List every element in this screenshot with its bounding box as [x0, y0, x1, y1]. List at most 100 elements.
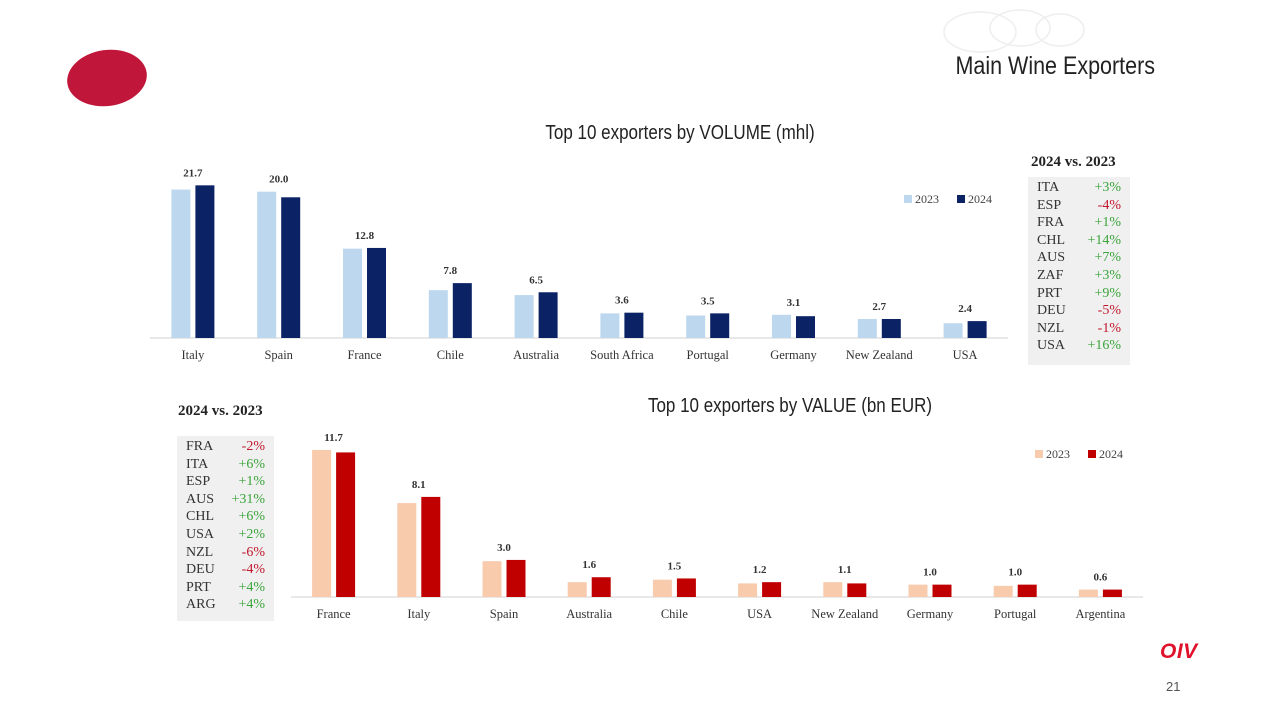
- volume-comparison-country-code: PRT: [1037, 285, 1062, 301]
- value-comparison-country-code: ITA: [186, 456, 209, 472]
- volume-comparison-country-code: ITA: [1037, 180, 1060, 195]
- bar-2023-south-africa: [600, 313, 620, 338]
- data-label: 3.6: [615, 295, 629, 307]
- value-comparison-change-value: +1%: [238, 474, 265, 490]
- bar-2024-germany: [796, 316, 815, 338]
- bar-2024-new-zealand: [881, 319, 901, 338]
- volume-comparison-row: DEU -5%: [1028, 302, 1130, 320]
- volume-comparison-change-value: +14%: [1087, 232, 1121, 248]
- category-label: USA: [953, 348, 978, 362]
- bar-2024-south-africa: [624, 312, 644, 338]
- data-label: 3.0: [497, 542, 511, 554]
- bar-2024-portugal: [1017, 584, 1037, 597]
- volume-comparison-country-code: ESP: [1037, 197, 1062, 213]
- legend-swatch-2024: [1088, 450, 1096, 458]
- value-comparison-country-code: ARG: [186, 597, 216, 613]
- bar-2024-argentina: [1102, 589, 1122, 597]
- oiv-logo-shape: [63, 44, 151, 112]
- category-label: Argentina: [1076, 607, 1126, 621]
- bar-2024-spain: [506, 559, 526, 597]
- bar-2023-australia: [514, 295, 534, 338]
- volume-comparison-row: NZL -1%: [1028, 320, 1130, 338]
- value-comparison-change-value: -4%: [241, 562, 265, 578]
- value-comparison-change-value: +6%: [238, 509, 265, 525]
- data-label: 6.5: [529, 274, 543, 286]
- volume-comparison-country-code: ZAF: [1037, 267, 1064, 283]
- value-comparison-row: USA +2%: [177, 526, 274, 544]
- bar-2023-spain: [257, 191, 277, 338]
- bar-2023-italy: [171, 189, 191, 338]
- bar-2024-portugal: [710, 313, 730, 338]
- value-comparison-change-value: +2%: [238, 526, 265, 542]
- volume-comparison-country-code: AUS: [1037, 250, 1066, 266]
- bar-2023-italy: [397, 503, 417, 597]
- category-label: Chile: [661, 607, 689, 621]
- bar-2023-france: [312, 449, 332, 597]
- data-label: 3.1: [787, 297, 801, 309]
- value-comparison-change-value: +6%: [238, 456, 265, 472]
- volume-comparison-country-code: USA: [1037, 338, 1066, 354]
- bar-2023-germany: [772, 314, 791, 338]
- bar-2024-usa: [967, 321, 987, 338]
- bar-2024-france: [336, 452, 356, 597]
- value-comparison-country-code: USA: [186, 526, 215, 542]
- value-chart-title: Top 10 exporters by VALUE (bn EUR): [647, 395, 933, 417]
- volume-comparison-country-code: FRA: [1037, 215, 1065, 231]
- category-label: Italy: [181, 348, 205, 362]
- data-label: 12.8: [355, 230, 375, 242]
- bar-2024-chile: [676, 578, 696, 597]
- category-label: France: [347, 348, 381, 362]
- bar-2023-germany: [908, 584, 928, 597]
- volume-comparison-country-code: DEU: [1037, 303, 1066, 319]
- bar-2024-germany: [932, 584, 952, 597]
- value-comparison-row: AUS +31%: [177, 491, 274, 509]
- value-comparison-row: ESP +1%: [177, 473, 274, 491]
- data-label: 21.7: [183, 167, 203, 179]
- category-label: Germany: [770, 348, 817, 362]
- bar-2023-portugal: [993, 585, 1013, 597]
- bar-2024-australia: [591, 577, 611, 597]
- oiv-logo-text: OIV: [1160, 640, 1198, 663]
- value-comparison-row: DEU -4%: [177, 561, 274, 579]
- data-label: 8.1: [412, 479, 426, 491]
- category-label: Spain: [264, 348, 293, 362]
- data-label: 1.0: [1008, 567, 1022, 579]
- bar-2023-france: [343, 248, 362, 338]
- category-label: Germany: [907, 607, 954, 621]
- volume-chart-title: Top 10 exporters by VOLUME (mhl): [545, 122, 815, 144]
- value-comparison-country-code: ESP: [186, 474, 211, 490]
- value-comparison-country-code: AUS: [186, 491, 215, 507]
- value-comparison-country-code: PRT: [186, 579, 211, 595]
- legend-label-2024: 2024: [1099, 447, 1123, 461]
- value-comparison-change-value: +4%: [238, 579, 265, 595]
- data-label: 1.1: [838, 564, 852, 576]
- data-label: 1.2: [753, 564, 767, 576]
- bar-2023-chile: [652, 579, 672, 597]
- volume-comparison-change-value: +3%: [1094, 267, 1121, 283]
- volume-comparison-row: ESP -4%: [1028, 197, 1130, 215]
- legend-label-2023: 2023: [1046, 447, 1070, 461]
- category-label: Spain: [490, 607, 519, 621]
- data-label: 2.7: [872, 301, 886, 313]
- value-comparison-change-value: -6%: [241, 544, 265, 560]
- data-label: 1.5: [668, 560, 682, 572]
- data-label: 3.5: [701, 295, 715, 307]
- category-label: Australia: [513, 348, 559, 362]
- volume-comparison-change-value: -1%: [1097, 320, 1121, 336]
- category-label: Chile: [437, 348, 465, 362]
- data-label: 2.4: [958, 303, 972, 315]
- volume-comparison-row: PRT +9%: [1028, 285, 1130, 303]
- volume-comparison-change-value: +9%: [1094, 285, 1121, 301]
- volume-chart: 21.7 Italy 20.0 Spain 12.8 France 7.8 Chile 6.5 A…: [150, 167, 1008, 362]
- bar-2023-new-zealand: [857, 319, 877, 338]
- legend-swatch-2023: [1035, 450, 1043, 458]
- volume-comparison-heading: 2024 vs. 2023: [1031, 154, 1116, 170]
- value-comparison-row: ARG +4%: [177, 596, 274, 614]
- value-comparison-change-value: +31%: [231, 491, 265, 507]
- data-label: 1.0: [923, 567, 937, 579]
- volume-comparison-country-code: CHL: [1037, 232, 1065, 248]
- volume-comparison-change-value: -4%: [1097, 197, 1121, 213]
- bar-2024-new-zealand: [847, 583, 867, 597]
- watermark-logo: [943, 9, 1085, 53]
- category-label: Portugal: [687, 348, 730, 362]
